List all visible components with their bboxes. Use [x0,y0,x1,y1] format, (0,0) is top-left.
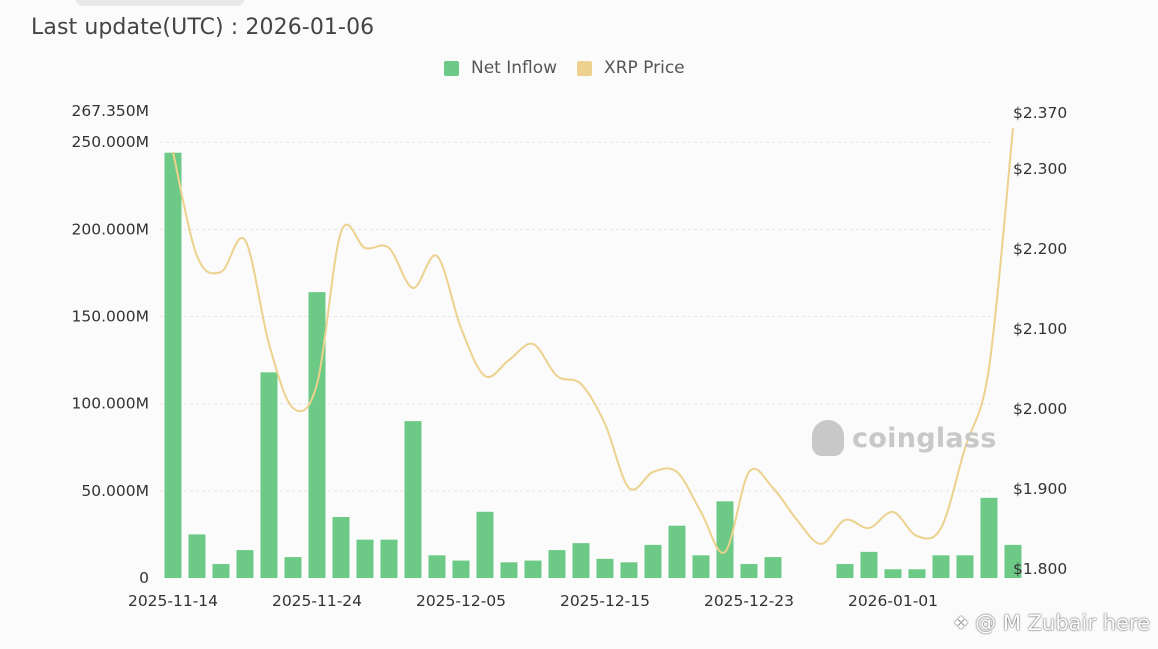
net-inflow-bar [404,421,422,578]
net-inflow-bar [188,534,206,578]
net-inflow-bar [692,555,710,578]
net-inflow-bar [740,564,758,578]
net-inflow-bar [980,497,998,578]
y-right-tick-label: $1.800 [1013,560,1067,578]
x-tick-label: 2025-11-14 [128,592,218,610]
right-axis-ticks: $1.800 $1.900 $2.000 $2.100 $2.200 $2.300 $2.3… [1013,104,1067,578]
y-left-tick-label: 0 [139,569,149,587]
chart-legend: Net Inflow XRP Price [444,58,685,78]
net-inflow-bar [332,516,350,578]
net-inflow-bar [596,558,614,578]
net-inflow-bar [1004,544,1022,578]
coinglass-logo-icon [812,420,844,456]
net-inflow-bar [164,152,182,578]
legend-label-net-inflow: Net Inflow [471,58,558,78]
net-inflow-bar [236,550,254,578]
credit-overlay: ❖ @ M Zubair here [953,611,1150,635]
y-right-tick-label: $1.900 [1013,480,1067,498]
x-tick-label: 2025-12-15 [560,592,650,610]
net-inflow-bar [212,564,230,578]
net-inflow-bar [668,525,686,578]
net-inflow-bar [548,550,566,578]
y-right-tick-label: $2.100 [1013,320,1067,338]
legend-swatch-net-inflow [444,60,459,76]
y-right-tick-label: $2.000 [1013,400,1067,418]
net-inflow-bar [260,372,278,578]
x-tick-label: 2025-11-24 [272,592,362,610]
x-axis-ticks: 2025-11-14 2025-11-24 2025-12-05 2025-12-15… [128,592,938,610]
legend-label-xrp-price: XRP Price [604,58,685,78]
top-tab[interactable] [75,0,245,6]
y-right-tick-label: $2.300 [1013,160,1067,178]
net-inflow-bar [500,562,518,578]
net-inflow-bar [572,543,590,578]
net-inflow-bar [716,501,734,578]
net-inflow-bar [524,560,542,578]
legend-item-xrp-price[interactable]: XRP Price [577,58,685,78]
x-tick-label: 2026-01-01 [848,592,938,610]
chart-grid [160,141,993,492]
legend-swatch-xrp-price [577,60,593,76]
net-inflow-bar [620,562,638,578]
diamond-logo-icon: ❖ [953,612,970,634]
net-inflow-bar [884,569,902,578]
left-axis-ticks: 0 50.000M 100.000M 150.000M 200.000M 250.000M… [72,102,149,587]
net-inflow-bar [764,557,782,578]
credit-text: @ M Zubair here [975,611,1150,635]
y-left-tick-label: 100.000M [72,395,149,413]
net-inflow-bar [860,551,878,578]
watermark-text: coinglass [852,422,997,454]
y-left-tick-label: 150.000M [72,308,149,326]
net-inflow-bar [380,539,398,578]
coinglass-watermark: coinglass [812,420,997,456]
net-inflow-bar [308,292,326,578]
y-left-tick-label: 250.000M [72,133,149,151]
net-inflow-bar [908,569,926,578]
net-inflow-bar [428,555,446,578]
y-left-tick-label: 50.000M [81,482,149,500]
net-inflow-bar [836,564,854,578]
net-inflow-bar [932,555,950,578]
y-left-tick-label: 267.350M [72,102,149,120]
net-inflow-bar [476,511,494,578]
x-tick-label: 2025-12-23 [704,592,794,610]
y-right-tick-label: $2.200 [1013,240,1067,258]
net-inflow-bar [452,560,470,578]
x-tick-label: 2025-12-05 [416,592,506,610]
y-right-tick-label: $2.370 [1013,104,1067,122]
bar-series [164,152,1022,578]
net-inflow-bar [644,544,662,578]
legend-item-net-inflow[interactable]: Net Inflow [444,58,557,78]
net-inflow-bar [956,555,974,578]
xrp-price-line [172,127,1014,554]
last-update-text: Last update(UTC) : 2026-01-06 [31,15,375,40]
net-inflow-bar [284,557,302,578]
y-left-tick-label: 200.000M [72,220,149,238]
net-inflow-bar [356,539,374,578]
